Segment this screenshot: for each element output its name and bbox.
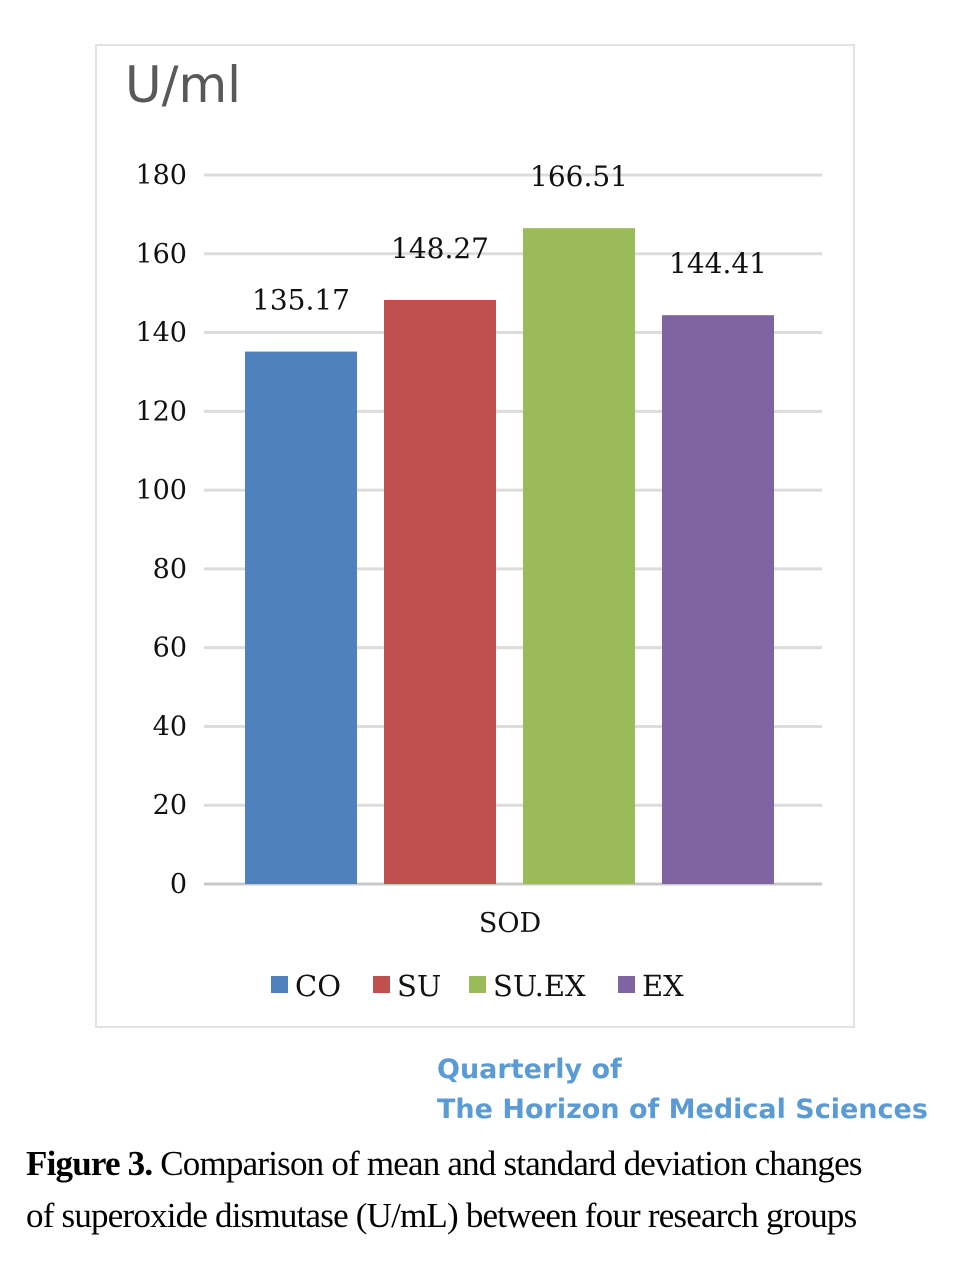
bars [245,228,774,884]
data-label-co: 135.17 [252,284,350,317]
caption-text-2: of superoxide dismutase (U/mL) between f… [26,1196,857,1235]
y-tick-label-100: 100 [135,475,187,506]
bar-chart: U/ml 0 20 40 60 80 100 120 140 160 180 135.17 148.… [125,56,822,1003]
y-tick-label-80: 80 [153,554,187,585]
figure-caption-line2: of superoxide dismutase (U/mL) between f… [26,1196,956,1236]
journal-name-line1: Quarterly of [437,1054,622,1085]
legend-label-su: SU [397,969,441,1003]
y-axis-ticks: 0 20 40 60 80 100 120 140 160 180 [135,160,187,900]
chart-frame: U/ml 0 20 40 60 80 100 120 140 160 180 135.17 148.… [95,44,855,1028]
x-axis-category-label: SOD [479,908,541,939]
y-tick-label-40: 40 [153,711,187,742]
legend: CO SU SU.EX EX [271,969,684,1003]
y-tick-label-60: 60 [153,633,187,664]
bar-ex [662,315,774,884]
bar-su-ex [523,228,635,884]
legend-swatch-co [271,976,288,993]
y-tick-label-20: 20 [153,790,187,821]
journal-name-line2: The Horizon of Medical Sciences [437,1094,928,1125]
y-tick-label-180: 180 [135,160,187,191]
data-label-su: 148.27 [391,232,489,265]
legend-swatch-su-ex [469,976,486,993]
data-labels: 135.17 148.27 166.51 144.41 [252,160,767,316]
caption-text-1: Comparison of mean and standard deviatio… [160,1144,862,1183]
legend-label-co: CO [295,969,341,1003]
y-tick-label-160: 160 [135,239,187,270]
y-axis-unit-label: U/ml [125,56,241,114]
figure-caption-line1: Figure 3. Comparison of mean and standar… [26,1144,956,1184]
data-label-ex: 144.41 [669,247,767,280]
y-tick-label-120: 120 [135,396,187,427]
legend-label-su-ex: SU.EX [493,969,586,1003]
legend-label-ex: EX [642,969,684,1003]
legend-swatch-ex [618,976,635,993]
bar-co [245,351,357,884]
data-label-su-ex: 166.51 [530,160,628,193]
bar-su [384,299,496,884]
figure-number: Figure 3. [26,1144,153,1183]
legend-swatch-su [373,976,390,993]
y-tick-label-0: 0 [170,869,187,900]
y-tick-label-140: 140 [135,318,187,349]
